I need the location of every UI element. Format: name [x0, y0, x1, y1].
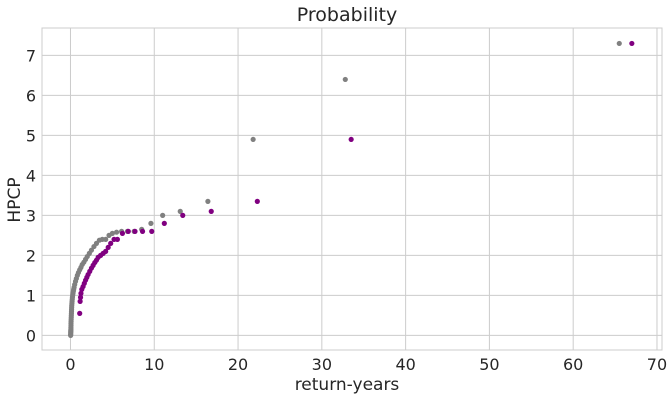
series-1	[68, 40, 622, 338]
x-tick-label: 0	[65, 355, 75, 374]
data-point	[177, 208, 183, 214]
data-point	[139, 228, 146, 234]
data-point	[161, 220, 167, 226]
data-point	[616, 40, 622, 47]
y-tick-label: 6	[26, 86, 36, 105]
plot-frame	[41, 27, 663, 351]
y-tick-label: 5	[26, 126, 36, 145]
data-point	[629, 40, 635, 47]
data-point	[254, 198, 260, 204]
data-point	[148, 220, 154, 226]
data-point	[114, 236, 121, 242]
chart-title: Probability	[297, 4, 397, 26]
data-point	[132, 228, 138, 234]
x-tick-label: 40	[395, 355, 415, 374]
data-point	[149, 228, 155, 234]
x-tick-label: 60	[563, 355, 583, 374]
y-tick-label: 0	[26, 326, 36, 345]
x-axis-ticks: 0 10 20 30 40 50 60 70	[65, 355, 667, 374]
gridlines	[42, 28, 662, 350]
data-point	[105, 244, 111, 250]
data-point	[250, 136, 256, 143]
data-point	[205, 198, 211, 204]
x-axis-label: return-years	[295, 375, 400, 395]
y-tick-label: 2	[26, 246, 36, 265]
data-point	[78, 290, 84, 296]
data-point	[77, 310, 83, 316]
y-tick-label: 3	[26, 206, 36, 225]
y-tick-label: 1	[26, 286, 36, 305]
x-tick-label: 10	[144, 355, 164, 374]
data-point	[103, 248, 109, 254]
data-point	[77, 294, 84, 300]
data-point	[160, 212, 166, 218]
y-tick-label: 7	[26, 46, 36, 65]
data-point	[342, 76, 348, 83]
data-points	[68, 40, 635, 338]
data-point	[108, 240, 114, 246]
x-tick-label: 70	[647, 355, 667, 374]
data-point	[103, 236, 109, 242]
data-point	[119, 230, 126, 236]
data-point	[113, 229, 120, 235]
y-tick-label: 4	[26, 166, 36, 185]
x-tick-label: 20	[228, 355, 248, 374]
y-axis-ticks: 0 1 2 3 4 5 6 7	[26, 46, 36, 345]
data-point	[109, 230, 115, 236]
data-point	[208, 208, 214, 214]
series-2	[77, 40, 635, 316]
data-point	[180, 212, 186, 218]
y-axis-label: HPCP	[5, 177, 25, 222]
data-point	[348, 136, 354, 143]
x-tick-label: 30	[312, 355, 332, 374]
data-point	[125, 228, 131, 234]
x-tick-label: 50	[479, 355, 499, 374]
data-point	[77, 298, 83, 304]
